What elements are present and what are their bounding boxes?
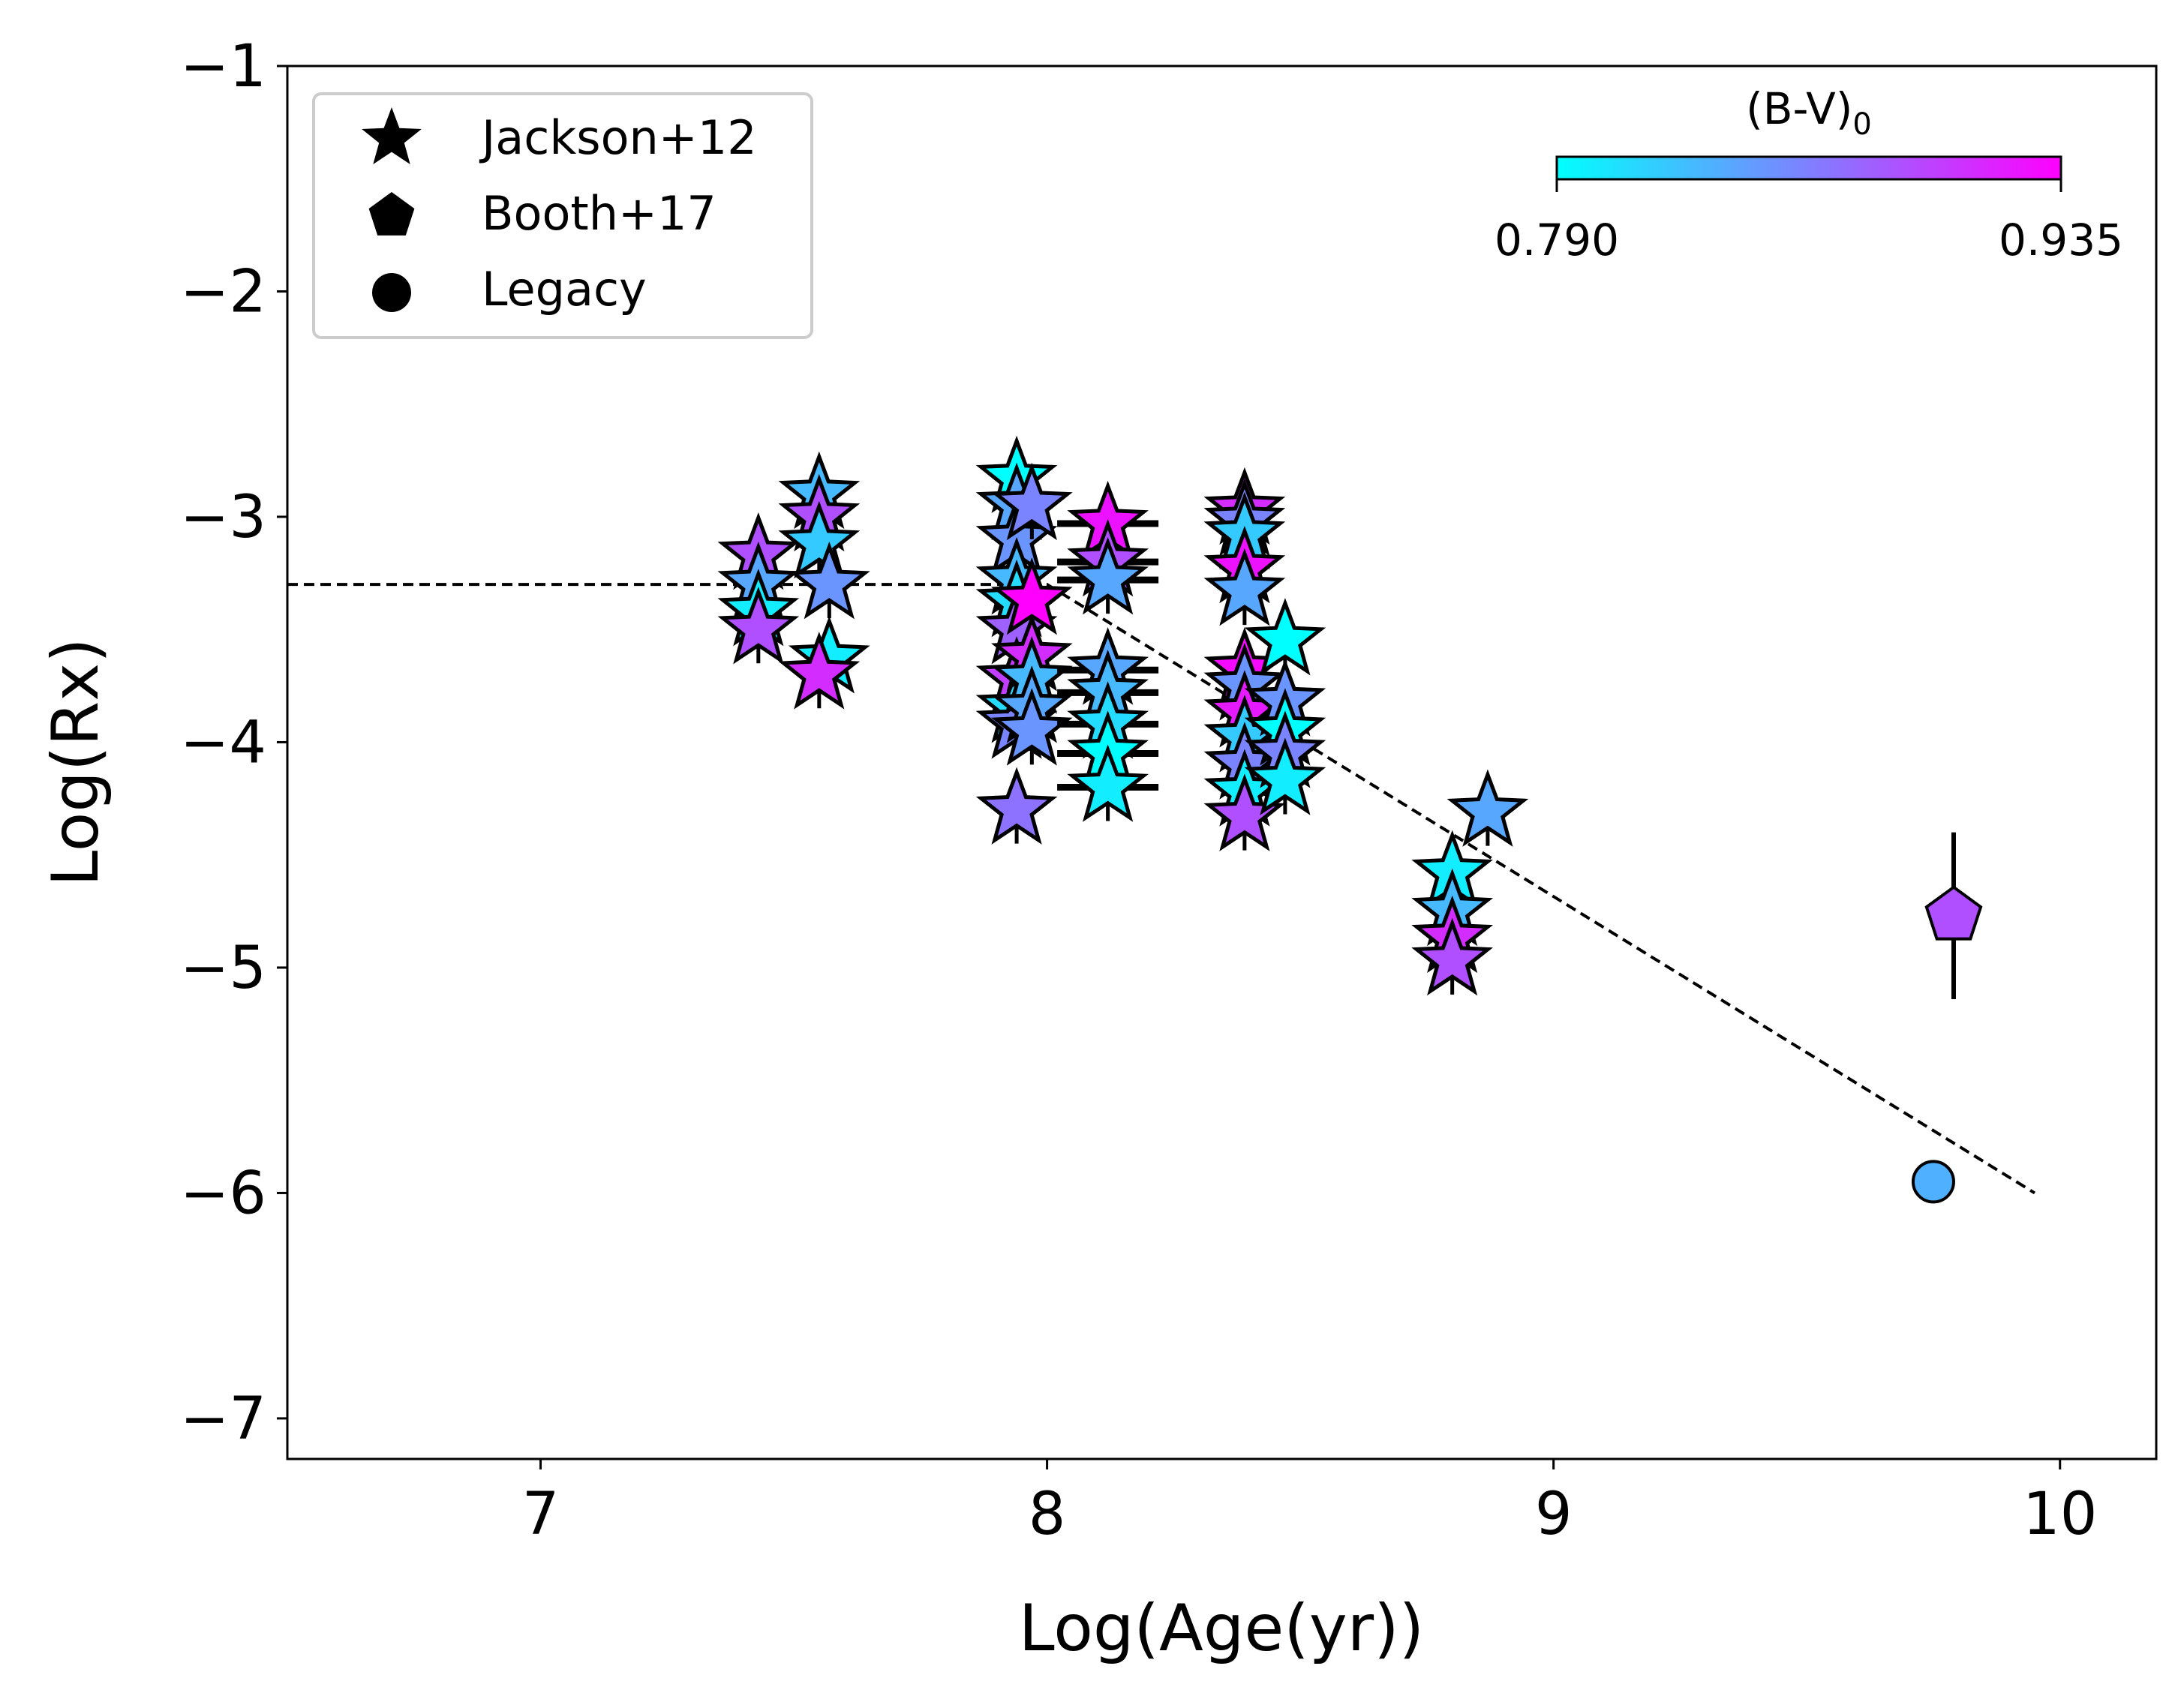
axis-ticks: 7 8 9 10 −1 −2 −3 −4 −5 −6 −7 bbox=[180, 33, 2097, 1548]
x-tick-label: 8 bbox=[1029, 1481, 1066, 1548]
star-point bbox=[1446, 769, 1529, 847]
legend-pentagon-icon bbox=[368, 192, 415, 236]
colorbar: (B-V)0 0.790 0.935 bbox=[1495, 83, 2123, 266]
plot-frame bbox=[286, 65, 2158, 1460]
star-point bbox=[789, 541, 870, 620]
circle-point bbox=[1911, 1160, 1955, 1204]
star-point bbox=[1411, 917, 1493, 996]
y-tick-label: −7 bbox=[180, 1385, 266, 1453]
x-tick-label: 7 bbox=[522, 1481, 560, 1548]
colorbar-min-label: 0.790 bbox=[1495, 215, 1619, 266]
y-axis-label: Log(Rx) bbox=[38, 638, 113, 886]
star-point bbox=[717, 587, 800, 665]
pentagon-point bbox=[1924, 885, 1983, 941]
y-tick-label: −1 bbox=[180, 33, 266, 101]
y-tick-label: −6 bbox=[180, 1160, 266, 1227]
star-point bbox=[1067, 744, 1149, 822]
star-point bbox=[990, 462, 1073, 541]
legend-frame bbox=[312, 92, 813, 339]
star-point bbox=[1244, 737, 1326, 815]
legend: Jackson+12 Booth+17 Legacy bbox=[312, 92, 813, 339]
star-point bbox=[1067, 536, 1149, 615]
data-marks bbox=[287, 435, 2036, 1204]
x-tick-label: 10 bbox=[2023, 1481, 2097, 1548]
legend-label-legacy: Legacy bbox=[482, 262, 647, 317]
colorbar-max-label: 0.935 bbox=[1999, 215, 2123, 266]
star-point bbox=[778, 500, 861, 579]
legend-label-jackson: Jackson+12 bbox=[479, 110, 757, 165]
star-point bbox=[1244, 598, 1326, 676]
legend-circle-icon bbox=[372, 273, 411, 312]
colorbar-title: (B-V)0 bbox=[1746, 83, 1872, 142]
y-tick-label: −4 bbox=[180, 709, 266, 776]
colorbar-gradient bbox=[1555, 155, 2062, 181]
star-point bbox=[991, 688, 1073, 766]
trend-line bbox=[287, 583, 2036, 1195]
y-tick-label: −2 bbox=[180, 258, 266, 326]
y-tick-label: −3 bbox=[180, 484, 266, 551]
star-point bbox=[1203, 548, 1286, 626]
x-tick-label: 9 bbox=[1535, 1481, 1573, 1548]
y-tick-label: −5 bbox=[180, 935, 266, 1002]
star-point bbox=[975, 767, 1058, 845]
x-axis-label: Log(Age(yr)) bbox=[1019, 1591, 1424, 1666]
star-point bbox=[778, 632, 861, 710]
legend-label-booth: Booth+17 bbox=[482, 186, 716, 241]
legend-star-icon bbox=[362, 107, 422, 164]
